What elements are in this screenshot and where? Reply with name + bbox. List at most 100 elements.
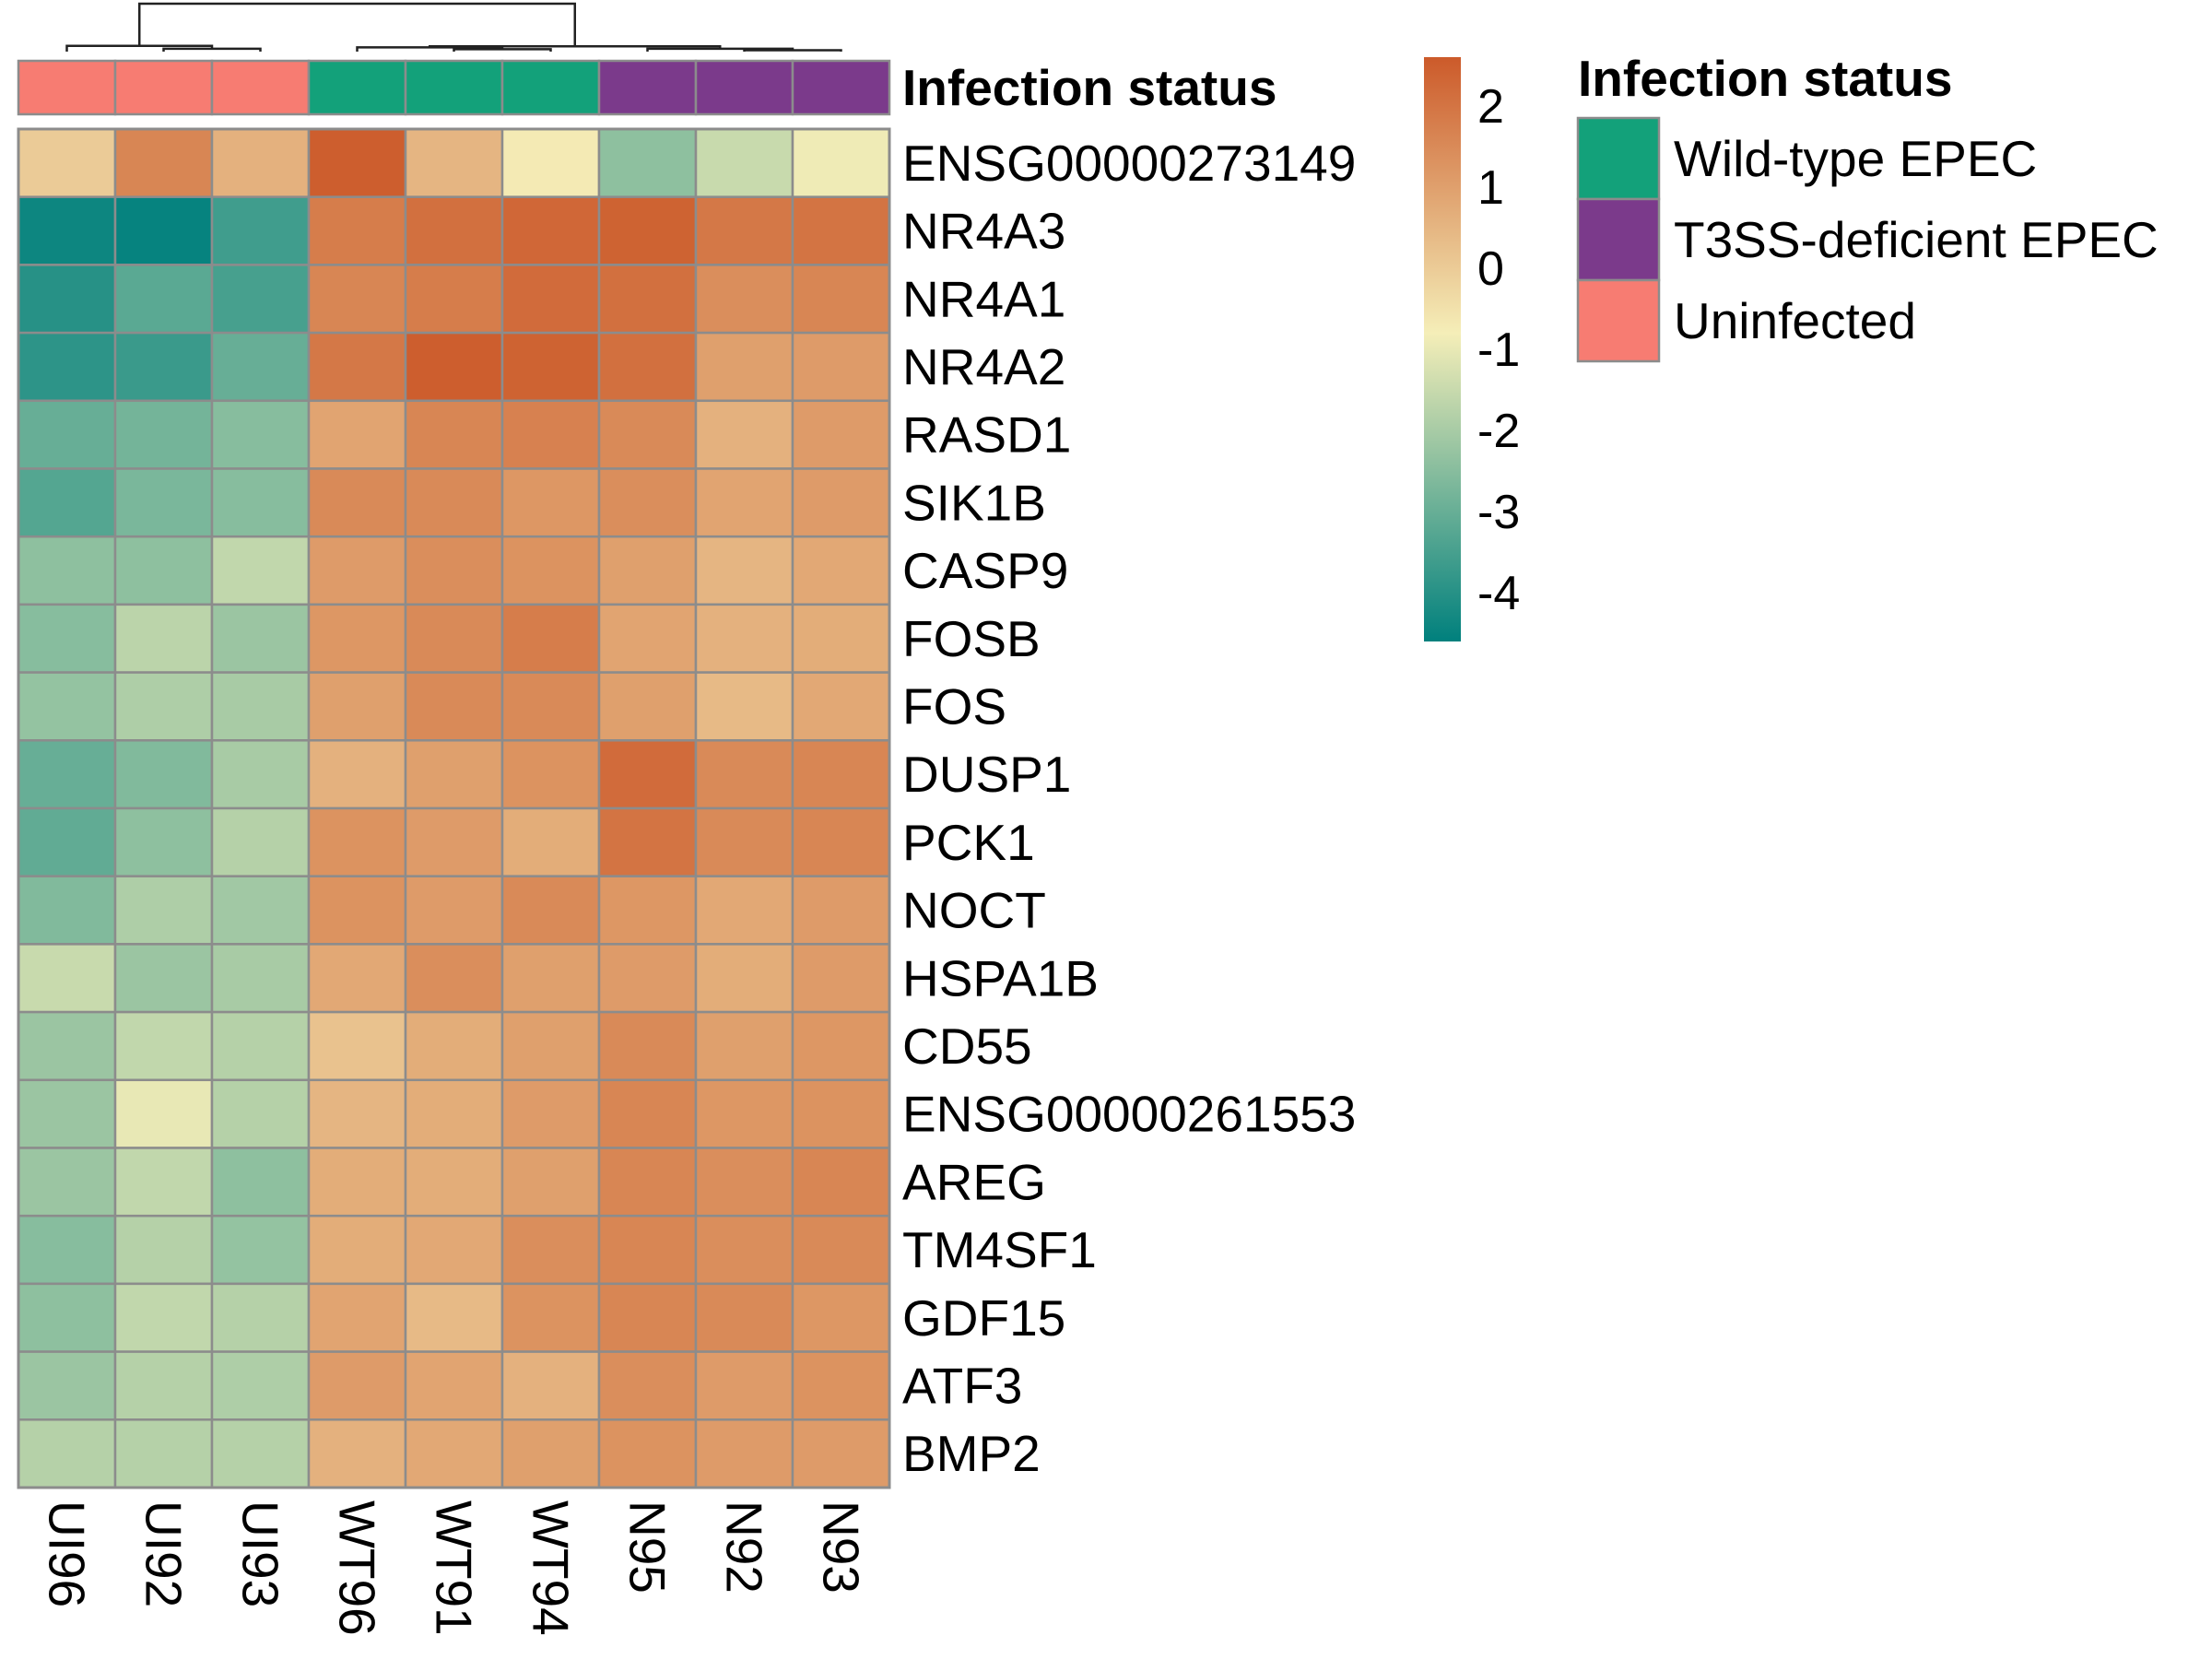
heatmap-cell: [17, 1010, 117, 1082]
row-label: HSPA1B: [902, 949, 1099, 1006]
heatmap-cell: [791, 1418, 891, 1489]
heatmap-cell: [694, 875, 794, 946]
heatmap-cell: [113, 331, 214, 403]
color-scale-tick-label: 1: [1477, 161, 1504, 215]
row-label: RASD1: [902, 406, 1071, 464]
heatmap-cell: [210, 1010, 311, 1082]
heatmap-cell: [500, 1078, 601, 1149]
row-label: NR4A1: [902, 270, 1065, 327]
dendrogram-branch: [453, 48, 552, 52]
heatmap-cell: [210, 195, 311, 266]
annotation-cell: [694, 59, 794, 116]
heatmap-cell: [113, 1010, 214, 1082]
heatmap-cell: [307, 1078, 407, 1149]
heatmap-cell: [597, 1214, 698, 1286]
color-scale-legend: 2 1 0 -1 -2 -3 -4: [1424, 57, 1520, 641]
heatmap-cell: [307, 943, 407, 1014]
heatmap-cell: [210, 671, 311, 742]
heatmap-cell: [17, 875, 117, 946]
row-label: TM4SF1: [902, 1221, 1097, 1278]
heatmap-cell: [791, 264, 891, 335]
heatmap-cell: [404, 943, 504, 1014]
heatmap-cell: [307, 195, 407, 266]
heatmap-cell: [694, 195, 794, 266]
heatmap-cell: [113, 467, 214, 538]
heatmap-cell: [791, 603, 891, 674]
dendrogram-branch: [138, 2, 576, 47]
heatmap-cell: [17, 1147, 117, 1218]
color-scale-bar: [1424, 57, 1461, 641]
heatmap-cell: [404, 399, 504, 470]
heatmap-cell: [694, 1147, 794, 1218]
heatmap-cell: [210, 331, 311, 403]
heatmap-cell: [404, 1282, 504, 1353]
heatmap-cell: [597, 467, 698, 538]
heatmap-cell: [307, 1010, 407, 1082]
heatmap-cell: [404, 1350, 504, 1421]
row-label: GDF15: [902, 1289, 1065, 1347]
legend-entry-label: Wild-type EPEC: [1674, 130, 2037, 187]
heatmap-cell: [113, 195, 214, 266]
heatmap-cell: [500, 1147, 601, 1218]
heatmap-cell: [597, 399, 698, 470]
heatmap-cell: [404, 875, 504, 946]
heatmap-cell: [210, 535, 311, 606]
heatmap-cell: [694, 331, 794, 403]
heatmap-cell: [597, 1282, 698, 1353]
column-label: WT96: [329, 1500, 386, 1636]
heatmap-cell: [694, 264, 794, 335]
heatmap-cell: [113, 1147, 214, 1218]
heatmap-cell: [307, 1282, 407, 1353]
heatmap-cell: [597, 1078, 698, 1149]
color-scale-tick-label: -4: [1477, 567, 1520, 620]
heatmap-cell: [791, 875, 891, 946]
heatmap-cell: [404, 195, 504, 266]
heatmap-cell: [500, 1350, 601, 1421]
column-label: UI93: [232, 1500, 289, 1607]
dendrogram-branch: [743, 49, 842, 52]
heatmap-cell: [210, 943, 311, 1014]
heatmap-cell: [791, 806, 891, 877]
heatmap-cell: [210, 806, 311, 877]
row-label: NR4A2: [902, 338, 1065, 395]
heatmap-cell: [500, 535, 601, 606]
heatmap-cell: [694, 806, 794, 877]
heatmap-cell: [17, 1214, 117, 1286]
heatmap-cell: [17, 195, 117, 266]
color-scale-ticks: 2 1 0 -1 -2 -3 -4: [1477, 80, 1520, 620]
heatmap-cell: [597, 127, 698, 198]
color-scale-tick-label: 2: [1477, 80, 1504, 134]
heatmap-cell: [113, 875, 214, 946]
heatmap-cell: [113, 1078, 214, 1149]
heatmap-cell: [210, 127, 311, 198]
heatmap-cell: [694, 1078, 794, 1149]
heatmap-cell: [404, 264, 504, 335]
heatmap-cell: [307, 467, 407, 538]
color-scale-tick-label: -3: [1477, 486, 1520, 539]
heatmap-cell: [17, 467, 117, 538]
heatmap-cell: [404, 1214, 504, 1286]
row-label: NR4A3: [902, 203, 1065, 260]
heatmap-cell: [694, 127, 794, 198]
annotation-cell: [791, 59, 891, 116]
heatmap-cell: [597, 535, 698, 606]
heatmap-cell: [694, 535, 794, 606]
heatmap-cell: [210, 264, 311, 335]
heatmap-cell: [307, 535, 407, 606]
column-dendrogram: [65, 2, 842, 52]
heatmap-cell: [500, 875, 601, 946]
heatmap-cell: [597, 1350, 698, 1421]
heatmap-cell: [597, 331, 698, 403]
heatmap-cell: [307, 875, 407, 946]
column-label: N95: [619, 1500, 677, 1594]
heatmap-cell: [500, 331, 601, 403]
color-scale-tick-label: -2: [1477, 405, 1520, 458]
heatmap-cell: [113, 943, 214, 1014]
heatmap-cell: [694, 1214, 794, 1286]
heatmap-cell: [210, 399, 311, 470]
heatmap-cell: [210, 1214, 311, 1286]
row-label: CD55: [902, 1018, 1032, 1075]
legend-swatch: [1576, 197, 1661, 282]
heatmap-cell: [210, 1418, 311, 1489]
heatmap-cell: [597, 1147, 698, 1218]
